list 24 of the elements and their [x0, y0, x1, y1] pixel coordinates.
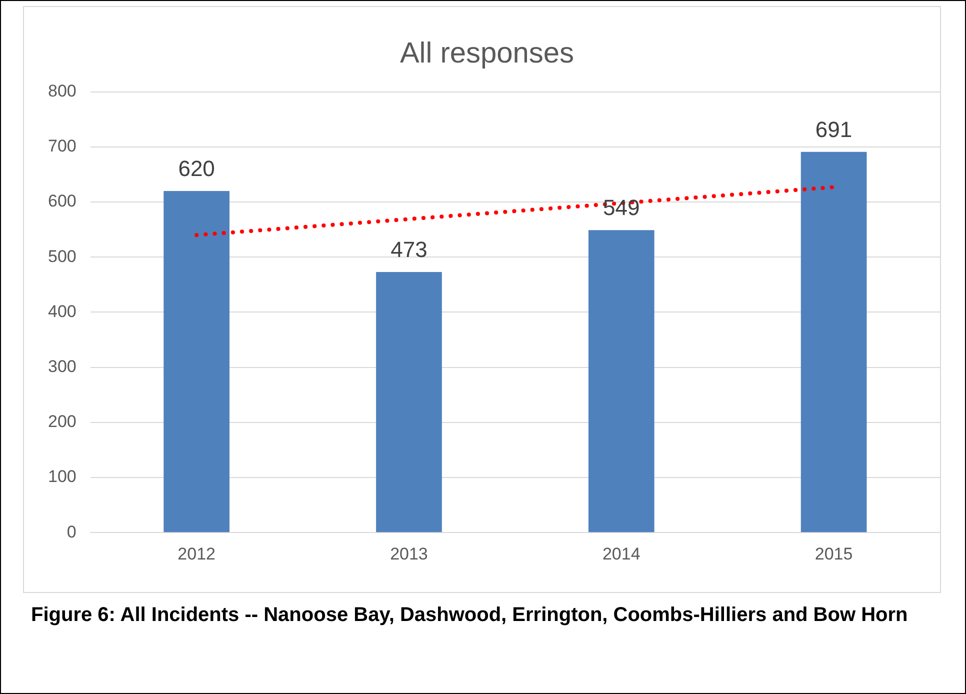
x-tick-label: 2012 — [178, 544, 216, 564]
data-label: 549 — [603, 195, 640, 220]
y-tick-label: 100 — [48, 467, 76, 486]
bar — [800, 152, 867, 532]
y-tick-label: 400 — [48, 302, 76, 321]
data-label: 691 — [815, 116, 852, 142]
caption: Figure 6: All Incidents -- Nanoose Bay, Dashwood, Errington, Coombs-Hilliers and Bow Horn — [31, 604, 909, 627]
y-tick-label: 300 — [48, 356, 76, 376]
data-label: 473 — [390, 237, 428, 262]
y-tick-label: 0 — [66, 522, 76, 542]
line-series — [194, 185, 836, 238]
y-tick-label: 800 — [48, 81, 76, 100]
y-tick-label: 500 — [48, 246, 76, 266]
bar — [376, 272, 442, 532]
bar — [588, 230, 654, 532]
x-tick-label: 2015 — [814, 544, 853, 564]
x-tick-label: 2013 — [390, 544, 428, 564]
x-tick-label: 2014 — [602, 544, 640, 564]
chart-title: All responses — [400, 37, 574, 70]
y-tick-label: 200 — [48, 412, 76, 432]
y-tick-label: 700 — [48, 136, 76, 156]
y-tick-label: 600 — [48, 192, 76, 211]
bar — [164, 190, 230, 532]
data-label: 620 — [178, 156, 215, 182]
